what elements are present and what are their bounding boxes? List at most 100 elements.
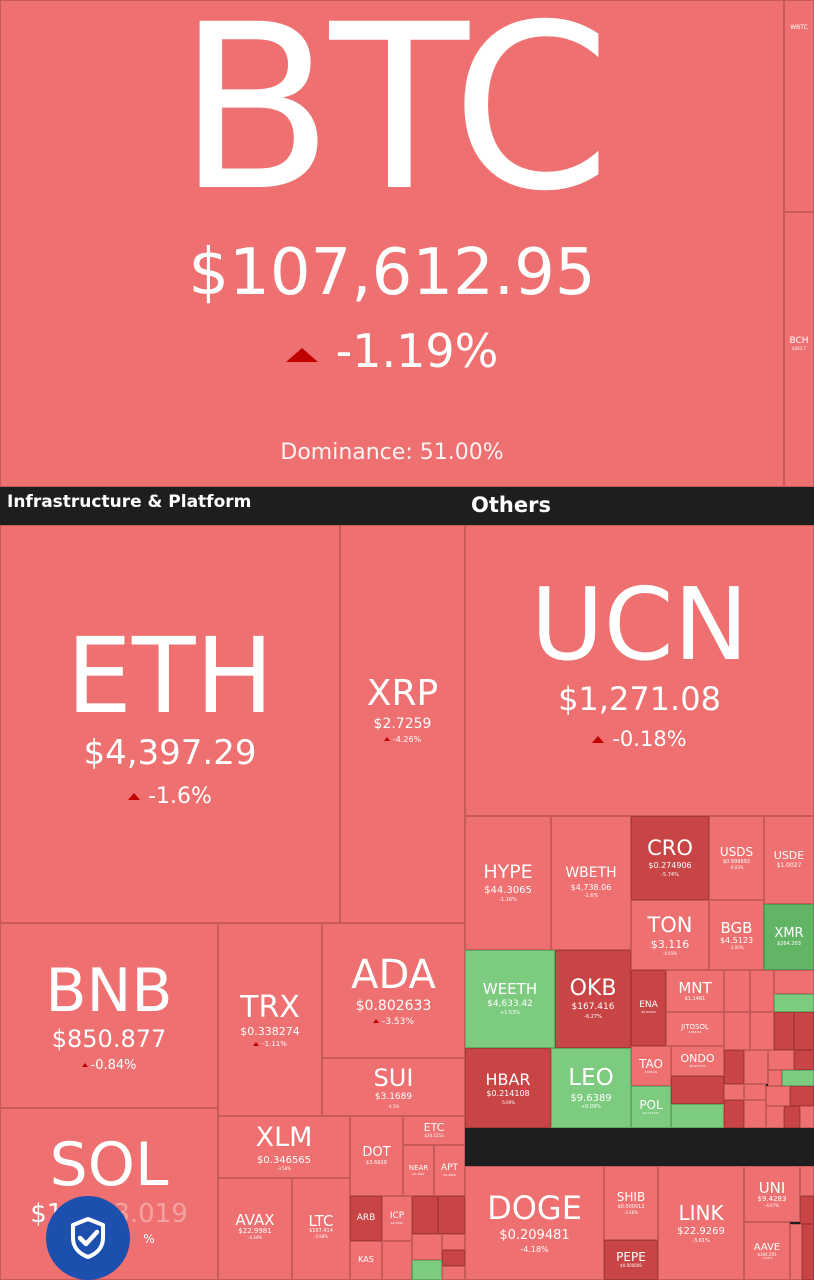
small-tile[interactable] [412,1234,442,1260]
mnt-tile[interactable]: MNT $1.1481 [666,970,724,1012]
small-tile[interactable] [774,970,814,994]
xmr-price: $264.203 [777,940,801,947]
small-tile[interactable] [724,1012,750,1050]
apt-tile[interactable]: APT $4.3926 [434,1145,465,1196]
small-tile[interactable] [724,1100,744,1128]
ton-tile[interactable]: TON $3.116 -4.05% [631,900,709,970]
icp-tile[interactable]: ICP $4.7591 [382,1196,412,1241]
icp-price: $4.7591 [390,1220,404,1225]
small-tile[interactable] [766,1086,790,1106]
small-tile[interactable] [794,1012,814,1050]
small-tile[interactable] [782,1070,814,1086]
small-tile[interactable] [768,1050,794,1070]
security-badge[interactable] [46,1196,130,1280]
small-tile[interactable] [724,1050,744,1084]
aave-tile[interactable]: AAVE $304.201 -3.94% [744,1222,790,1280]
weeth-tile[interactable]: WEETH $4,633.42 +1.53% [465,950,555,1048]
xlm-tile[interactable]: XLM $0.346565 -3.58% [218,1116,350,1178]
xmr-tile[interactable]: XMR $264.203 [764,904,814,970]
small-tile[interactable] [671,1104,724,1128]
small-tile[interactable] [800,1196,814,1224]
small-tile[interactable] [382,1241,412,1280]
small-tile[interactable] [442,1250,465,1266]
wbeth-tile[interactable]: WBETH $4,738.06 -1.6% [551,816,631,950]
arb-tile[interactable]: ARB [350,1196,382,1241]
down-triangle-icon [128,793,141,801]
dot-tile[interactable]: DOT $3.6929 [350,1116,403,1196]
ucn-tile[interactable]: UCN $1,271.08 -0.18% [465,525,814,816]
btc-tile[interactable]: BTC $107,612.95 -1.19% Dominance: 51.00% [0,0,784,487]
avax-change: -4.34% [247,1234,263,1240]
sui-tile[interactable]: SUI $3.1689 -4.5% [322,1058,465,1116]
small-tile[interactable] [790,1086,814,1106]
uni-symbol: UNI [758,1178,786,1197]
pol-tile[interactable]: POL $0.271322 [631,1086,671,1128]
small-tile[interactable] [671,1076,724,1104]
doge-tile[interactable]: DOGE $0.209481 -4.18% [465,1166,604,1280]
etc-tile[interactable]: ETC $20.1553 [403,1116,465,1145]
small-tile[interactable] [784,1106,800,1128]
ltc-tile[interactable]: LTC $107.414 -3.98% [292,1178,350,1280]
leo-tile[interactable]: LEO $9.6389 +0.09% [551,1048,631,1128]
small-tile[interactable] [768,1070,782,1086]
small-tile[interactable] [790,1224,802,1280]
wbtc-tile[interactable]: WBTC [784,0,814,212]
jitosol-tile[interactable]: JITOSOL $343.94 [666,1012,724,1046]
small-tile[interactable] [744,1100,766,1128]
ena-tile[interactable]: ENA $0.63059 [631,970,666,1046]
near-tile[interactable]: NEAR $2.3987 [403,1145,434,1196]
small-tile[interactable] [802,1224,814,1280]
small-tile[interactable] [724,1084,744,1100]
small-tile[interactable] [724,970,750,1012]
kas-tile[interactable]: KAS [350,1241,382,1280]
small-tile[interactable] [774,994,814,1012]
uni-tile[interactable]: UNI $9.4283 -4.67% [744,1166,800,1222]
ondo-tile[interactable]: ONDO $0.875737 [671,1046,724,1076]
hbar-tile[interactable]: HBAR $0.214108 -5.69% [465,1048,551,1128]
ada-change: -3.53% [382,1016,414,1027]
small-tile[interactable] [800,1166,814,1196]
avax-tile[interactable]: AVAX $22.9981 -4.34% [218,1178,292,1280]
shib-tile[interactable]: SHIB $0.000012 -3.46% [604,1166,658,1240]
ucn-symbol: UCN [530,566,749,684]
bnb-change-row: -0.84% [81,1058,137,1073]
cro-tile[interactable]: CRO $0.274906 -5.74% [631,816,709,900]
small-tile[interactable] [412,1260,442,1280]
pepe-tile[interactable]: PEPE $0.000009 [604,1240,658,1280]
ton-price: $3.116 [650,937,690,951]
eth-tile[interactable]: ETH $4,397.29 -1.6% [0,525,340,923]
bgb-tile[interactable]: BGB $4.5123 -3.00% [709,900,764,970]
small-tile[interactable] [412,1196,438,1234]
btc-change: -1.19% [335,324,499,379]
small-tile[interactable] [794,1050,814,1070]
eth-change: -1.6% [148,783,212,809]
xrp-tile[interactable]: XRP $2.7259 -4.26% [340,525,465,923]
small-tile[interactable] [438,1196,465,1234]
small-tile[interactable] [744,1050,768,1084]
bnb-tile[interactable]: BNB $850.877 -0.84% [0,923,218,1108]
hype-tile[interactable]: HYPE $44.3065 -1.16% [465,816,551,950]
okb-tile[interactable]: OKB $167.416 -6.27% [555,950,631,1048]
tao-tile[interactable]: TAO $325.99 [631,1046,671,1086]
small-tile[interactable] [750,1012,774,1050]
bch-tile[interactable]: BCH $563.7 [784,212,814,487]
link-tile[interactable]: LINK $22.9269 -3.61% [658,1166,744,1280]
small-tile[interactable] [774,1012,794,1050]
small-tile[interactable] [442,1266,465,1280]
down-triangle-icon [373,1019,380,1024]
hbar-change: -5.69% [500,1100,516,1105]
down-triangle-icon [383,737,390,742]
small-tile[interactable] [442,1234,465,1250]
shib-price: $0.000012 [617,1204,645,1211]
small-tile[interactable] [800,1106,814,1128]
small-tile[interactable] [744,1084,766,1100]
trx-tile[interactable]: TRX $0.338274 -1.11% [218,923,322,1116]
doge-change: -4.18% [520,1244,549,1254]
shib-symbol: SHIB [616,1189,646,1204]
small-tile[interactable] [750,970,774,1012]
down-triangle-icon [592,736,605,744]
small-tile[interactable] [766,1106,784,1128]
ada-tile[interactable]: ADA $0.802633 -3.53% [322,923,465,1058]
usde-tile[interactable]: USDE $1.0027 [764,816,814,904]
usds-tile[interactable]: USDS $0.999692 -0.03% [709,816,764,900]
